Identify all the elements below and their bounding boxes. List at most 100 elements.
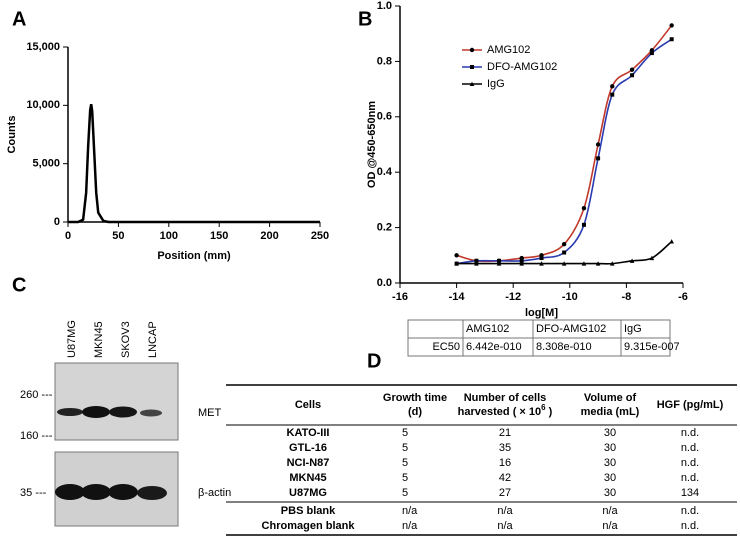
table-header: DFO-AMG102 <box>536 323 606 335</box>
point <box>669 23 674 28</box>
point <box>649 255 655 261</box>
point <box>610 92 615 97</box>
y-tick-label: 0.4 <box>377 166 393 178</box>
band <box>81 484 111 500</box>
table-header: Cells <box>295 399 321 411</box>
table-cell: 30 <box>604 442 616 454</box>
y-tick-label: 15,000 <box>26 41 60 53</box>
table-cell: 30 <box>604 472 616 484</box>
table-cell: 134 <box>681 487 699 499</box>
y-tick-label: 5,000 <box>32 158 60 170</box>
point <box>669 37 674 42</box>
table-row-label: EC50 <box>432 341 460 353</box>
point <box>474 261 479 266</box>
band <box>137 486 167 500</box>
table-cell: Chromagen blank <box>262 520 356 532</box>
table-cell: NCI-N87 <box>287 457 330 469</box>
table-cell: 16 <box>499 457 511 469</box>
y-tick-label: 0.6 <box>377 111 392 123</box>
y-axis-label: Counts <box>6 116 18 154</box>
table-cell: n.d. <box>681 505 699 517</box>
legend-label: DFO-AMG102 <box>487 61 557 73</box>
lane-label: SKOV3 <box>120 321 132 358</box>
table-cell: n.d. <box>681 442 699 454</box>
x-tick-label: -10 <box>562 291 578 303</box>
x-tick-label: -12 <box>505 291 521 303</box>
point <box>669 239 674 244</box>
x-tick-label: 250 <box>311 230 329 242</box>
point <box>581 206 587 211</box>
point <box>454 261 459 266</box>
point <box>474 258 479 263</box>
x-tick-label: 100 <box>160 230 178 242</box>
y-tick-label: 0.0 <box>377 277 392 289</box>
table-cell: 27 <box>499 487 511 499</box>
table-cell: n/a <box>497 520 513 532</box>
table-cell: n.d. <box>681 427 699 439</box>
table-header: Number of cells harvested ( × 106 ) <box>458 392 553 418</box>
point <box>609 261 615 266</box>
y-tick-label: 1.0 <box>377 0 392 12</box>
point <box>539 261 544 266</box>
point <box>581 261 587 266</box>
lane-label: MKN45 <box>93 321 105 358</box>
point <box>610 84 615 89</box>
point <box>649 51 654 56</box>
table-cell: 6.442e-010 <box>466 341 522 353</box>
table-cell: 42 <box>499 472 511 484</box>
blot-met <box>54 362 179 441</box>
table-header: AMG102 <box>466 323 509 335</box>
y-tick-label: 0.8 <box>377 55 392 67</box>
x-tick-label: -14 <box>449 291 466 303</box>
x-tick-label: -16 <box>392 291 408 303</box>
series-line <box>456 240 673 265</box>
x-tick-label: 50 <box>112 230 124 242</box>
table-cell: 5 <box>402 442 408 454</box>
table-cell: KATO-III <box>287 427 330 439</box>
panel-label: D <box>367 350 381 372</box>
point <box>629 258 635 263</box>
x-tick-label: 0 <box>65 230 71 242</box>
table-header: Growth time (d) <box>383 392 447 418</box>
point <box>496 261 502 266</box>
table-cell: 30 <box>604 457 616 469</box>
table-cell: 30 <box>604 487 616 499</box>
point <box>595 142 601 147</box>
table-cell: 5 <box>402 427 408 439</box>
table-header: HGF (pg/mL) <box>657 399 724 411</box>
point <box>581 222 586 227</box>
legend-label: AMG102 <box>487 44 530 56</box>
table-cell: n/a <box>402 505 418 517</box>
y-tick-label: 0.2 <box>377 222 392 234</box>
table-cell: U87MG <box>289 487 327 499</box>
table-cell: 35 <box>499 442 511 454</box>
table-cell: MKN45 <box>289 472 326 484</box>
x-tick-label: -8 <box>622 291 632 303</box>
panel-label: A <box>12 8 26 30</box>
y-tick-label: 0 <box>54 216 60 228</box>
point <box>519 261 524 266</box>
lane-label: LNCAP <box>147 321 159 358</box>
point <box>595 261 601 266</box>
table-cell: PBS blank <box>281 505 336 517</box>
point <box>539 256 544 261</box>
point <box>519 258 524 263</box>
legend-marker <box>470 65 474 69</box>
point <box>630 73 635 78</box>
marker-label: 35 --- <box>20 487 47 499</box>
table-cell: GTL-16 <box>289 442 327 454</box>
table-cell: n/a <box>602 505 618 517</box>
x-axis-label: log[M] <box>525 307 558 319</box>
table-cell: n/a <box>602 520 618 532</box>
table-cell: 8.308e-010 <box>536 341 592 353</box>
point <box>454 253 459 258</box>
band <box>55 484 85 500</box>
band <box>82 406 110 418</box>
table-cell: n/a <box>402 520 418 532</box>
point <box>561 261 567 266</box>
table-cell: 5 <box>402 457 408 469</box>
band <box>108 484 138 500</box>
series-line <box>68 103 320 224</box>
